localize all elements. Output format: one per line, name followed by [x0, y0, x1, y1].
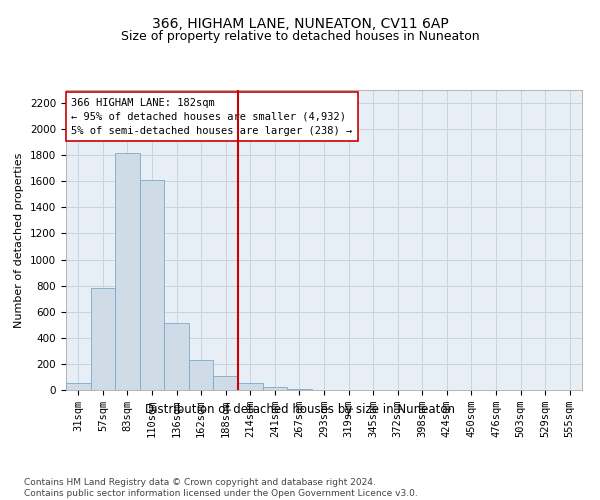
Text: Contains HM Land Registry data © Crown copyright and database right 2024.
Contai: Contains HM Land Registry data © Crown c… — [24, 478, 418, 498]
Bar — [66, 384, 91, 390]
Text: Distribution of detached houses by size in Nuneaton: Distribution of detached houses by size … — [145, 402, 455, 415]
Bar — [287, 388, 312, 390]
Bar — [263, 386, 287, 390]
Bar — [214, 376, 238, 390]
Y-axis label: Number of detached properties: Number of detached properties — [14, 152, 25, 328]
Bar — [164, 323, 189, 390]
Bar — [189, 360, 214, 390]
Bar — [140, 180, 164, 390]
Text: 366, HIGHAM LANE, NUNEATON, CV11 6AP: 366, HIGHAM LANE, NUNEATON, CV11 6AP — [152, 18, 448, 32]
Text: 366 HIGHAM LANE: 182sqm
← 95% of detached houses are smaller (4,932)
5% of semi-: 366 HIGHAM LANE: 182sqm ← 95% of detache… — [71, 98, 352, 136]
Bar — [91, 288, 115, 390]
Bar — [238, 383, 263, 390]
Text: Size of property relative to detached houses in Nuneaton: Size of property relative to detached ho… — [121, 30, 479, 43]
Bar — [115, 152, 140, 390]
